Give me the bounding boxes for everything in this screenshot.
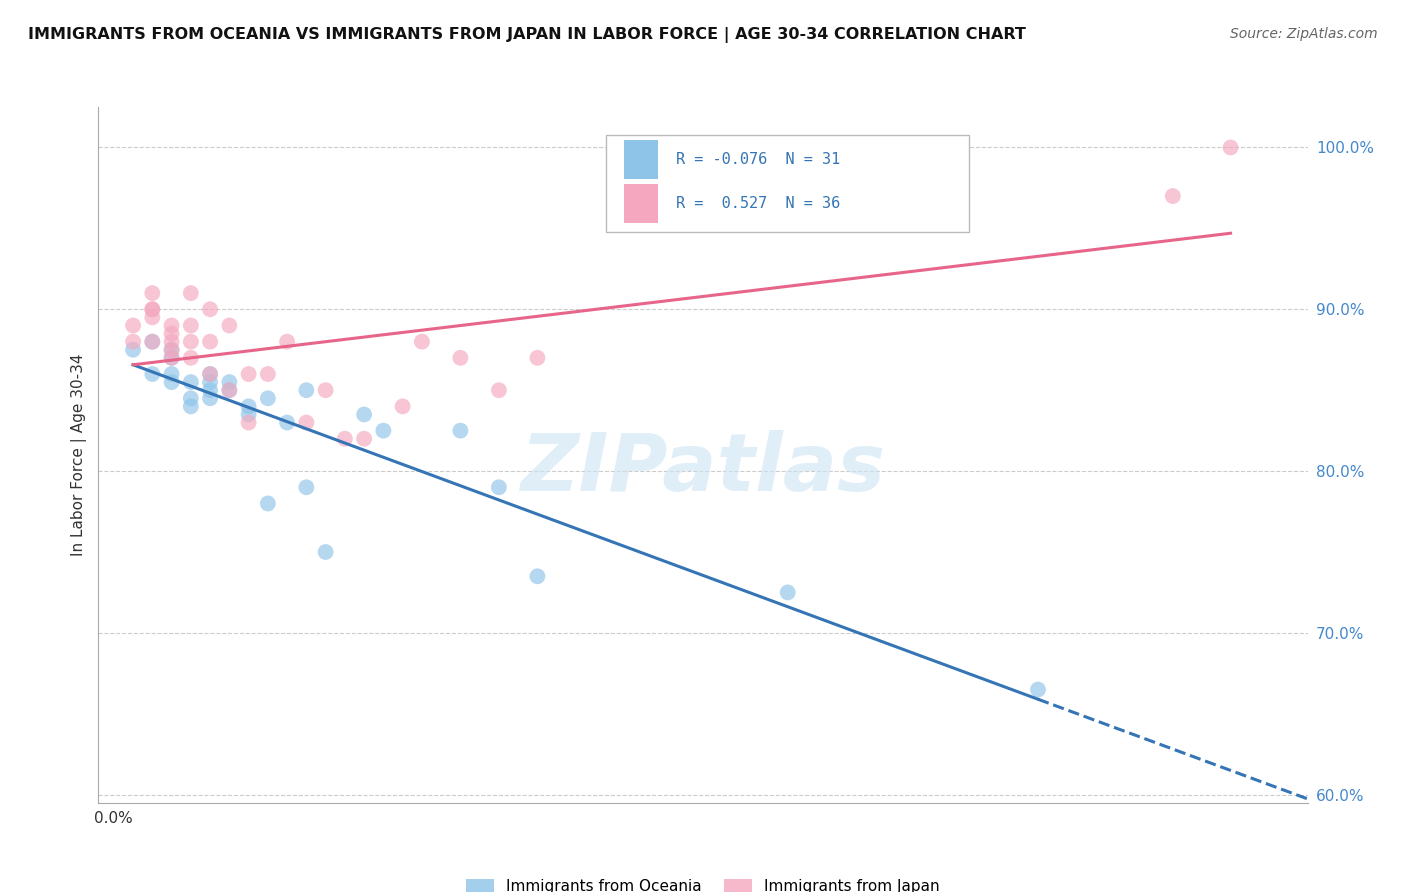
- Point: [198, 367, 221, 381]
- Point: [198, 334, 221, 349]
- Text: IMMIGRANTS FROM OCEANIA VS IMMIGRANTS FROM JAPAN IN LABOR FORCE | AGE 30-34 CORR: IMMIGRANTS FROM OCEANIA VS IMMIGRANTS FR…: [28, 27, 1026, 43]
- Point: [160, 343, 183, 357]
- Text: R =  0.527  N = 36: R = 0.527 N = 36: [676, 196, 841, 211]
- Point: [180, 392, 202, 406]
- Point: [122, 318, 145, 333]
- Point: [295, 383, 318, 397]
- Point: [122, 334, 145, 349]
- Point: [238, 400, 260, 414]
- Point: [488, 480, 510, 494]
- Point: [180, 286, 202, 301]
- Point: [353, 408, 375, 422]
- Point: [141, 286, 163, 301]
- Point: [276, 334, 298, 349]
- Point: [198, 392, 221, 406]
- Point: [180, 375, 202, 389]
- Point: [257, 392, 280, 406]
- Point: [180, 318, 202, 333]
- Point: [1161, 189, 1184, 203]
- Point: [449, 424, 471, 438]
- Point: [180, 351, 202, 365]
- Point: [198, 383, 221, 397]
- Point: [295, 480, 318, 494]
- Point: [411, 334, 433, 349]
- Point: [315, 545, 337, 559]
- Point: [449, 351, 471, 365]
- Point: [257, 367, 280, 381]
- Text: ZIPatlas: ZIPatlas: [520, 430, 886, 508]
- Point: [160, 326, 183, 341]
- Point: [198, 367, 221, 381]
- Point: [526, 569, 548, 583]
- Point: [141, 367, 163, 381]
- Point: [141, 302, 163, 317]
- Point: [180, 334, 202, 349]
- Point: [160, 367, 183, 381]
- Point: [141, 334, 163, 349]
- Point: [488, 383, 510, 397]
- Point: [218, 318, 240, 333]
- Point: [122, 343, 145, 357]
- Point: [333, 432, 356, 446]
- Point: [141, 310, 163, 325]
- Point: [198, 375, 221, 389]
- Point: [160, 375, 183, 389]
- Text: Source: ZipAtlas.com: Source: ZipAtlas.com: [1230, 27, 1378, 41]
- Point: [776, 585, 799, 599]
- Point: [238, 416, 260, 430]
- Point: [180, 400, 202, 414]
- Point: [295, 416, 318, 430]
- Point: [238, 408, 260, 422]
- Point: [391, 400, 413, 414]
- Point: [141, 334, 163, 349]
- Y-axis label: In Labor Force | Age 30-34: In Labor Force | Age 30-34: [72, 353, 87, 557]
- Point: [353, 432, 375, 446]
- Point: [198, 302, 221, 317]
- Point: [160, 318, 183, 333]
- Legend: Immigrants from Oceania, Immigrants from Japan: Immigrants from Oceania, Immigrants from…: [460, 873, 946, 892]
- Point: [373, 424, 395, 438]
- Point: [160, 351, 183, 365]
- Point: [160, 334, 183, 349]
- Point: [238, 367, 260, 381]
- Point: [160, 343, 183, 357]
- Point: [218, 383, 240, 397]
- Point: [315, 383, 337, 397]
- Point: [276, 416, 298, 430]
- Point: [141, 302, 163, 317]
- Point: [1219, 140, 1241, 154]
- Point: [218, 383, 240, 397]
- Point: [218, 375, 240, 389]
- Bar: [624, 185, 658, 222]
- Bar: [624, 140, 658, 178]
- Point: [257, 496, 280, 510]
- Point: [526, 351, 548, 365]
- Point: [1026, 682, 1049, 697]
- Text: R = -0.076  N = 31: R = -0.076 N = 31: [676, 152, 841, 167]
- FancyBboxPatch shape: [606, 135, 969, 232]
- Point: [160, 351, 183, 365]
